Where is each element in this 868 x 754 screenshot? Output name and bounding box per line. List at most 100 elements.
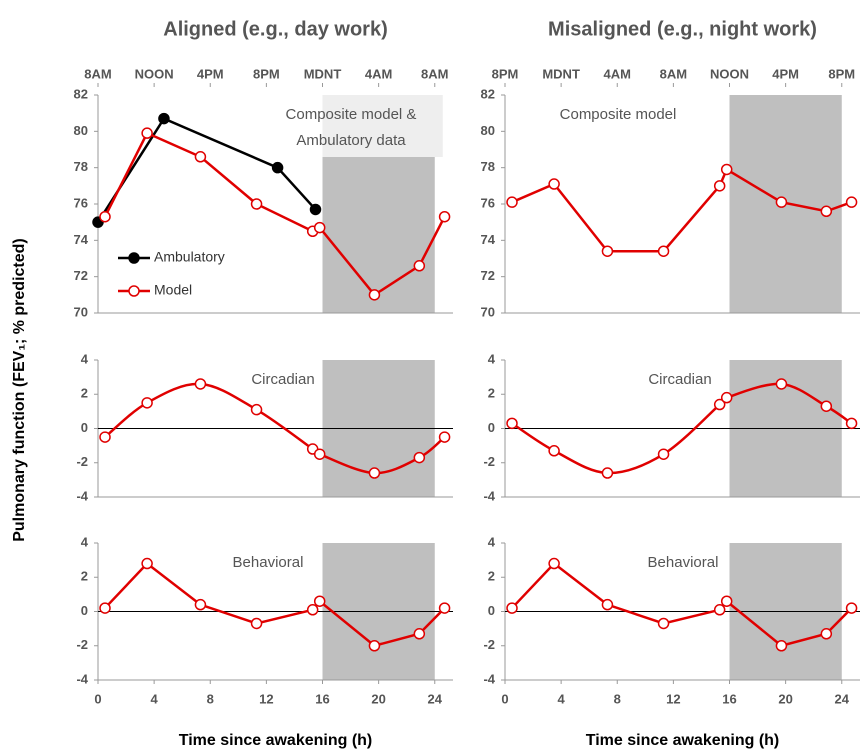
data-point <box>306 604 319 616</box>
y-tick-label: 76 <box>74 195 88 210</box>
x-tick-label: 0 <box>501 691 508 706</box>
y-tick-label: 80 <box>74 123 88 138</box>
data-point <box>158 112 170 125</box>
data-point <box>601 467 614 479</box>
x-axis-label: Time since awakening (h) <box>179 732 373 749</box>
y-tick-label: 70 <box>481 304 495 319</box>
top-tick-label: 4AM <box>365 66 392 81</box>
x-tick-label: 4 <box>558 691 566 706</box>
y-tick-label: -2 <box>76 637 88 652</box>
annotation: Ambulatory data <box>296 132 406 149</box>
data-point <box>506 602 518 614</box>
x-tick-label: 20 <box>371 691 385 706</box>
x-tick-label: 12 <box>259 691 273 706</box>
y-tick-label: 0 <box>488 420 495 435</box>
x-tick-label: 16 <box>722 691 736 706</box>
data-point <box>368 289 381 301</box>
annotation: Composite model & <box>286 106 417 123</box>
y-tick-label: 2 <box>81 569 88 584</box>
data-point <box>775 640 788 652</box>
panel-title: Misaligned (e.g., night work) <box>548 18 817 40</box>
data-point <box>313 221 326 234</box>
data-point <box>368 640 381 652</box>
data-point <box>720 163 733 176</box>
data-point <box>413 628 426 640</box>
data-point <box>548 178 560 190</box>
data-point <box>141 557 153 570</box>
y-tick-label: 80 <box>481 123 495 138</box>
data-point <box>271 161 284 174</box>
data-point <box>601 598 614 611</box>
data-point <box>720 595 733 607</box>
data-point <box>438 210 451 223</box>
data-point <box>99 602 111 614</box>
x-tick-label: 16 <box>315 691 329 706</box>
data-point <box>141 397 153 409</box>
x-tick-label: 4 <box>151 691 159 706</box>
x-tick-label: 12 <box>666 691 680 706</box>
data-point <box>775 196 788 208</box>
y-tick-label: 74 <box>74 232 89 247</box>
data-point <box>194 598 207 611</box>
data-point <box>309 203 322 216</box>
legend-marker <box>128 252 140 264</box>
data-point <box>713 180 726 192</box>
y-tick-label: 4 <box>81 534 89 549</box>
annotation: Circadian <box>648 371 711 388</box>
x-axis-label: Time since awakening (h) <box>586 732 780 749</box>
data-point <box>820 400 833 412</box>
y-tick-label: 2 <box>81 386 88 401</box>
y-tick-label: 4 <box>488 534 496 549</box>
y-tick-label: 0 <box>81 420 88 435</box>
data-point <box>657 448 670 460</box>
data-point <box>438 431 451 443</box>
legend-label: Ambulatory <box>154 249 225 265</box>
annotation: Behavioral <box>233 554 304 571</box>
data-point <box>713 398 726 411</box>
y-tick-label: 78 <box>481 159 495 174</box>
x-tick-label: 24 <box>428 691 443 706</box>
x-tick-label: 8 <box>207 691 214 706</box>
legend-marker <box>128 285 140 297</box>
annotation: Circadian <box>251 371 314 388</box>
top-tick-label: 8PM <box>253 66 280 81</box>
y-tick-label: 76 <box>481 195 495 210</box>
x-tick-label: 8 <box>614 691 621 706</box>
y-tick-label: -2 <box>76 454 88 469</box>
top-tick-label: 8AM <box>84 66 111 81</box>
data-point <box>548 445 560 457</box>
top-tick-label: 8PM <box>828 66 855 81</box>
data-point <box>548 557 560 570</box>
data-point <box>313 595 326 607</box>
y-tick-label: 72 <box>74 268 88 283</box>
data-point <box>506 196 518 208</box>
top-tick-label: 8PM <box>492 66 519 81</box>
data-point <box>413 451 426 464</box>
y-tick-label: -4 <box>483 671 495 686</box>
y-tick-label: 0 <box>488 603 495 618</box>
y-tick-label: 2 <box>488 569 495 584</box>
y-tick-label: 4 <box>81 351 89 366</box>
y-axis-label: Pulmonary function (FEV₁; % predicted) <box>11 238 28 542</box>
data-point <box>713 604 726 616</box>
y-tick-label: 72 <box>481 268 495 283</box>
data-point <box>438 602 451 614</box>
data-point <box>820 205 833 218</box>
data-point <box>194 378 207 390</box>
top-tick-label: 4AM <box>604 66 631 81</box>
data-point <box>313 448 326 460</box>
x-tick-label: 20 <box>778 691 792 706</box>
top-tick-label: NOON <box>710 66 749 81</box>
data-point <box>99 431 111 443</box>
y-tick-label: -4 <box>76 671 88 686</box>
data-point <box>99 210 111 223</box>
panel-title: Aligned (e.g., day work) <box>163 18 387 40</box>
y-tick-label: 2 <box>488 386 495 401</box>
annotation: Behavioral <box>648 554 719 571</box>
y-tick-label: 70 <box>74 304 88 319</box>
data-point <box>250 403 263 416</box>
data-point <box>775 378 788 390</box>
annotation-box <box>322 95 443 157</box>
series-line <box>96 117 317 223</box>
